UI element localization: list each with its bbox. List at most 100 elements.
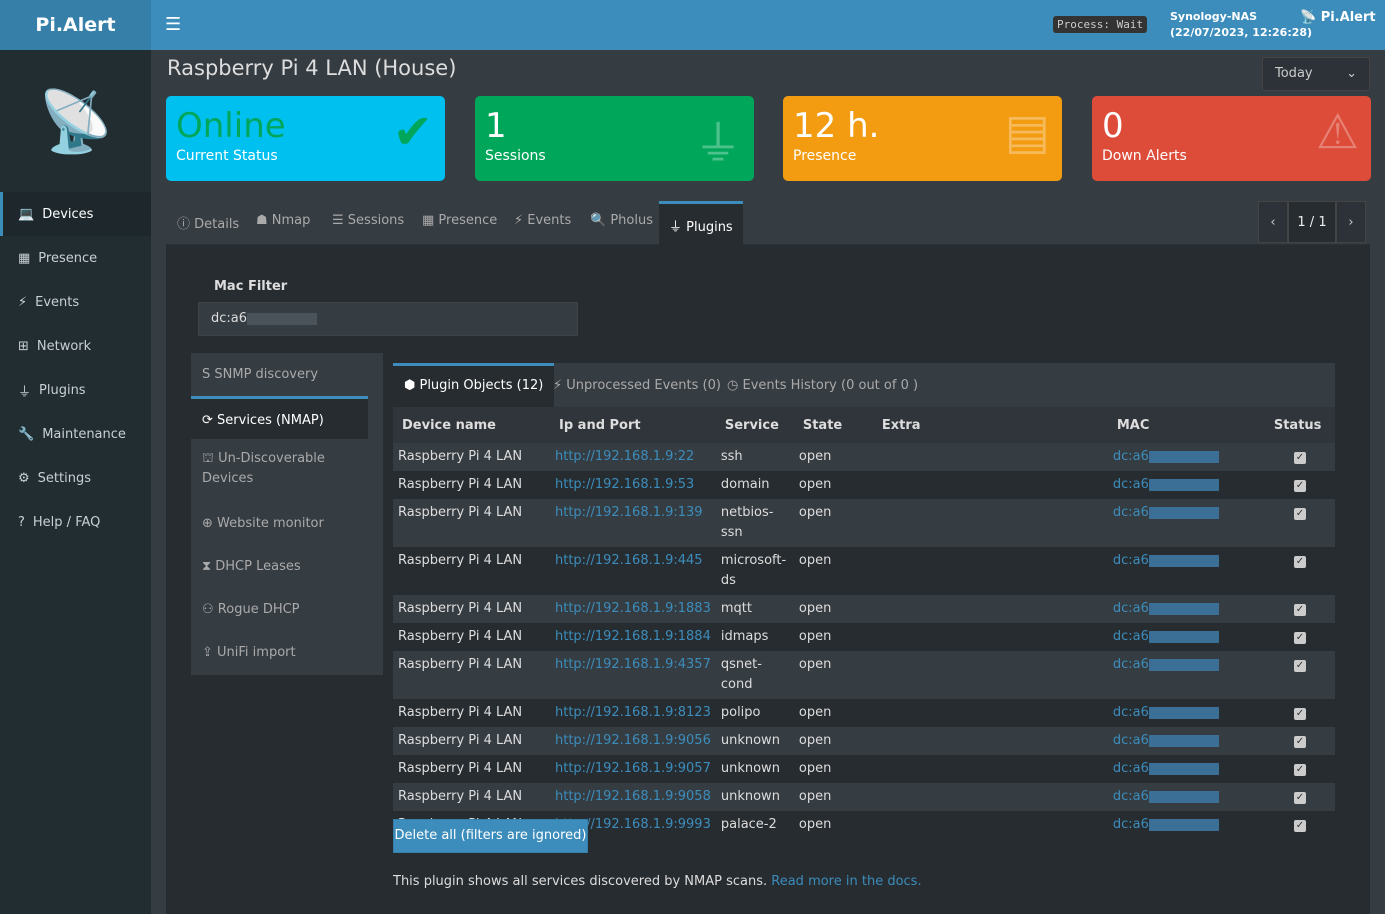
status-checkbox[interactable]: ✓ xyxy=(1293,480,1306,492)
sidebar-item-plugins[interactable]: ⏚ Plugins xyxy=(0,368,151,412)
card-value: 0 xyxy=(1102,106,1124,146)
mac-link[interactable]: dc:a6 xyxy=(1112,553,1149,568)
col-extra[interactable]: Extra xyxy=(872,407,1108,443)
ip-port-link[interactable]: http://192.168.1.9:4357 xyxy=(555,657,711,672)
ip-port-link[interactable]: http://192.168.1.9:53 xyxy=(555,477,695,492)
mac-link[interactable]: dc:a6 xyxy=(1112,789,1149,804)
ip-port-link[interactable]: http://192.168.1.9:445 xyxy=(555,553,703,568)
col-status[interactable]: Status xyxy=(1264,407,1335,443)
status-checkbox[interactable]: ✓ xyxy=(1293,708,1306,720)
table-row: Raspberry Pi 4 LAN http://192.168.1.9:90… xyxy=(393,783,1335,811)
plugin-nmap[interactable]: ⟳ Services (NMAP) xyxy=(191,396,368,439)
status-checkbox[interactable]: ✓ xyxy=(1293,792,1306,804)
tab-details[interactable]: ⓘ Details xyxy=(177,217,240,232)
sidebar-item-events[interactable]: ⚡ Events xyxy=(0,280,151,324)
tab-events[interactable]: ⚡ Events xyxy=(514,213,572,228)
mac-filter-input[interactable]: dc:a6 xyxy=(198,302,578,336)
user-menu[interactable]: 📡 Pi.Alert xyxy=(1300,10,1376,25)
tab-sessions[interactable]: ☰ Sessions xyxy=(332,213,405,228)
plug-icon: ⏚ xyxy=(18,384,32,400)
sessions-card[interactable]: 1 Sessions ⏚ xyxy=(475,96,754,181)
extra xyxy=(872,623,1108,651)
ip-port-link[interactable]: http://192.168.1.9:9058 xyxy=(555,789,711,804)
tab-presence[interactable]: ▦ Presence xyxy=(422,213,498,228)
device-name: Raspberry Pi 4 LAN xyxy=(393,547,550,595)
user-name: Pi.Alert xyxy=(1320,10,1376,25)
service: domain xyxy=(715,471,794,499)
next-device-button[interactable]: › xyxy=(1336,201,1366,243)
sidebar-item-help[interactable]: ? Help / FAQ xyxy=(0,500,151,544)
delete-all-button[interactable]: Delete all (filters are ignored) xyxy=(393,819,588,853)
ip-port-link[interactable]: http://192.168.1.9:1884 xyxy=(555,629,711,644)
col-service[interactable]: Service xyxy=(715,407,794,443)
ip-port-link[interactable]: http://192.168.1.9:8123 xyxy=(555,705,711,720)
plugin-unifi[interactable]: ⇪ UniFi import xyxy=(202,645,296,660)
tab-plugins[interactable]: ⏚ Plugins xyxy=(659,201,743,245)
status-checkbox[interactable]: ✓ xyxy=(1293,632,1306,644)
status-checkbox[interactable]: ✓ xyxy=(1293,508,1306,520)
mac-link[interactable]: dc:a6 xyxy=(1112,761,1149,776)
mac-link[interactable]: dc:a6 xyxy=(1112,657,1149,672)
sidebar-item-label: Plugins xyxy=(39,382,86,398)
col-device-name[interactable]: Device name xyxy=(393,407,550,443)
prev-device-button[interactable]: ‹ xyxy=(1258,201,1288,243)
table-row: Raspberry Pi 4 LAN http://192.168.1.9:53… xyxy=(393,471,1335,499)
status-card[interactable]: Online Current Status ✔ xyxy=(166,96,445,181)
mac-link[interactable]: dc:a6 xyxy=(1112,601,1149,616)
status-checkbox[interactable]: ✓ xyxy=(1293,736,1306,748)
mac-link[interactable]: dc:a6 xyxy=(1112,505,1149,520)
status-checkbox[interactable]: ✓ xyxy=(1293,604,1306,616)
sidebar-item-network[interactable]: ⊞ Network xyxy=(0,324,151,368)
tab-pholus[interactable]: 🔍 Pholus xyxy=(590,213,653,228)
mac-link[interactable]: dc:a6 xyxy=(1112,449,1149,464)
table-row: Raspberry Pi 4 LAN http://192.168.1.9:18… xyxy=(393,623,1335,651)
table-row: Raspberry Pi 4 LAN http://192.168.1.9:18… xyxy=(393,595,1335,623)
ip-port-link[interactable]: http://192.168.1.9:9056 xyxy=(555,733,711,748)
mac-link[interactable]: dc:a6 xyxy=(1112,629,1149,644)
tab-unprocessed-events[interactable]: ⚡ Unprocessed Events (0) xyxy=(553,378,721,393)
col-mac[interactable]: MAC xyxy=(1107,407,1265,443)
col-ip-port[interactable]: Ip and Port xyxy=(550,407,716,443)
chevron-down-icon: ⌄ xyxy=(1346,66,1357,81)
ip-port-link[interactable]: http://192.168.1.9:22 xyxy=(555,449,695,464)
mac-link[interactable]: dc:a6 xyxy=(1112,705,1149,720)
host-name: Synology-NAS xyxy=(1170,10,1258,23)
ip-port-link[interactable]: http://192.168.1.9:9993 xyxy=(555,817,711,832)
plugin-snmp[interactable]: S SNMP discovery xyxy=(202,367,319,382)
sidebar-item-maintenance[interactable]: 🔧 Maintenance xyxy=(0,412,151,456)
sidebar-item-settings[interactable]: ⚙ Settings xyxy=(0,456,151,500)
state: open xyxy=(793,547,873,595)
docs-link[interactable]: Read more in the docs. xyxy=(771,874,922,889)
device-name: Raspberry Pi 4 LAN xyxy=(393,471,550,499)
mac-link[interactable]: dc:a6 xyxy=(1112,477,1149,492)
plugin-dhcp-leases[interactable]: ⧗ DHCP Leases xyxy=(202,559,301,574)
status-checkbox[interactable]: ✓ xyxy=(1293,820,1306,832)
alerts-card[interactable]: 0 Down Alerts ⚠ xyxy=(1092,96,1371,181)
status-checkbox[interactable]: ✓ xyxy=(1293,764,1306,776)
mac-link[interactable]: dc:a6 xyxy=(1112,733,1149,748)
presence-card[interactable]: 12 h. Presence ▤ xyxy=(783,96,1062,181)
tab-nmap[interactable]: ☗ Nmap xyxy=(256,213,311,228)
sidebar-item-devices[interactable]: 💻 Devices xyxy=(0,192,151,236)
menu-toggle-icon[interactable]: ☰ xyxy=(165,14,182,35)
period-select[interactable]: Today ⌄ xyxy=(1262,57,1370,91)
status-checkbox[interactable]: ✓ xyxy=(1293,452,1306,464)
calendar-icon: ▦ xyxy=(18,250,31,266)
tab-plugin-objects[interactable]: ⬢ Plugin Objects (12) xyxy=(393,363,555,407)
status-checkbox[interactable]: ✓ xyxy=(1293,556,1306,568)
ip-port-link[interactable]: http://192.168.1.9:9057 xyxy=(555,761,711,776)
plugin-undiscoverable[interactable]: ⛫ Un-Discoverable Devices xyxy=(202,451,325,486)
col-state[interactable]: State xyxy=(793,407,873,443)
app-logo[interactable]: Pi.Alert xyxy=(0,0,151,50)
status-checkbox[interactable]: ✓ xyxy=(1293,660,1306,672)
tab-events-history[interactable]: ◷ Events History (0 out of 0 ) xyxy=(727,378,919,393)
mac-filter-value: dc:a6 xyxy=(211,311,248,326)
card-label: Sessions xyxy=(485,148,546,164)
ip-port-link[interactable]: http://192.168.1.9:139 xyxy=(555,505,703,520)
sidebar-item-presence[interactable]: ▦ Presence xyxy=(0,236,151,280)
mac-link[interactable]: dc:a6 xyxy=(1112,817,1149,832)
ip-port-link[interactable]: http://192.168.1.9:1883 xyxy=(555,601,711,616)
device-tabs: ⓘ Details ☗ Nmap ☰ Sessions ▦ Presence ⚡… xyxy=(166,201,1370,245)
plugin-rogue-dhcp[interactable]: ⚇ Rogue DHCP xyxy=(202,602,300,617)
plugin-website-monitor[interactable]: ⊕ Website monitor xyxy=(202,516,324,531)
